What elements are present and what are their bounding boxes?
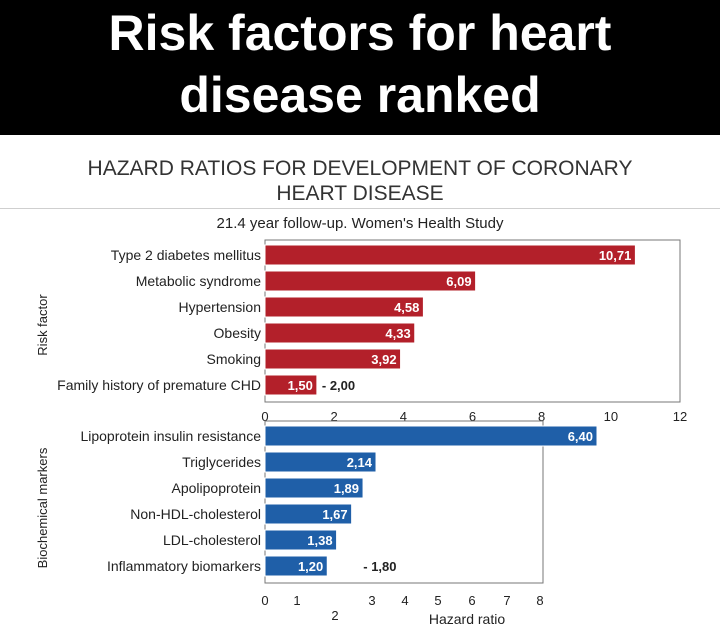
category-label: Metabolic syndrome xyxy=(136,273,261,289)
plot-frame xyxy=(264,239,681,403)
category-label: Hypertension xyxy=(179,299,262,315)
bar xyxy=(264,503,353,525)
range-label: - 2,00 xyxy=(322,378,355,393)
x-tick-label: 6 xyxy=(468,593,475,608)
category-label: LDL-cholesterol xyxy=(163,532,261,548)
bar-value-label: 4,58 xyxy=(394,300,419,315)
x-tick-label: 2 xyxy=(331,608,338,623)
y-axis-title: Risk factor xyxy=(35,294,50,356)
bar-value-label: 1,50 xyxy=(288,378,313,393)
bar xyxy=(264,555,328,577)
bar-value-label: 1,20 xyxy=(298,559,323,574)
title-banner: Risk factors for heart disease ranked xyxy=(0,0,720,135)
category-label: Type 2 diabetes mellitus xyxy=(111,247,261,263)
category-label: Smoking xyxy=(207,351,261,367)
category-label: Non-HDL-cholesterol xyxy=(130,506,261,522)
bar-value-label: 1,38 xyxy=(307,533,332,548)
bar-value-label: 2,14 xyxy=(347,455,373,470)
bar-value-label: 6,09 xyxy=(446,274,471,289)
bar xyxy=(264,425,598,447)
bar-value-label: 1,89 xyxy=(334,481,359,496)
category-label: Triglycerides xyxy=(182,454,261,470)
bar xyxy=(264,296,424,318)
bar xyxy=(264,529,338,551)
x-tick-label: 5 xyxy=(434,593,441,608)
chart-subtitle: 21.4 year follow-up. Women's Health Stud… xyxy=(216,215,504,232)
x-tick-label: 6 xyxy=(469,409,476,424)
x-tick-label: 2 xyxy=(331,409,338,424)
bar xyxy=(264,451,377,473)
bar-value-label: 3,92 xyxy=(371,352,396,367)
bar-value-label: 1,67 xyxy=(322,507,347,522)
x-axis-title: Hazard ratio xyxy=(429,611,505,625)
category-label: Apolipoprotein xyxy=(171,480,261,496)
y-axis-title: Biochemical markers xyxy=(35,447,50,568)
bar xyxy=(264,322,416,344)
x-tick-label: 12 xyxy=(673,409,687,424)
x-tick-label: 0 xyxy=(261,409,268,424)
range-label: - 1,80 xyxy=(363,559,396,574)
bar-value-label: 10,71 xyxy=(599,248,632,263)
x-tick-label: 0 xyxy=(261,593,268,608)
plot-frame xyxy=(264,420,544,584)
x-tick-label: 10 xyxy=(604,409,618,424)
category-label: Obesity xyxy=(214,325,261,341)
category-label: Inflammatory biomarkers xyxy=(107,558,261,574)
banner-title: Risk factors for heart disease ranked xyxy=(108,5,612,123)
divider xyxy=(0,208,720,209)
bar xyxy=(264,477,364,499)
category-label: Lipoprotein insulin resistance xyxy=(80,428,261,444)
x-tick-label: 3 xyxy=(368,593,375,608)
bar xyxy=(264,244,636,266)
x-tick-label: 8 xyxy=(536,593,543,608)
x-tick-label: 7 xyxy=(503,593,510,608)
x-tick-label: 8 xyxy=(538,409,545,424)
chart-title: HAZARD RATIOS FOR DEVELOPMENT OF CORONAR… xyxy=(87,157,633,205)
x-tick-label: 4 xyxy=(401,593,408,608)
bar-value-label: 4,33 xyxy=(385,326,410,341)
bar xyxy=(264,374,318,396)
category-label: Family history of premature CHD xyxy=(57,377,261,393)
bar-value-label: 6,40 xyxy=(568,429,593,444)
bar xyxy=(264,348,402,370)
x-tick-label: 4 xyxy=(400,409,407,424)
x-tick-label: 1 xyxy=(293,593,300,608)
bar xyxy=(264,270,477,292)
